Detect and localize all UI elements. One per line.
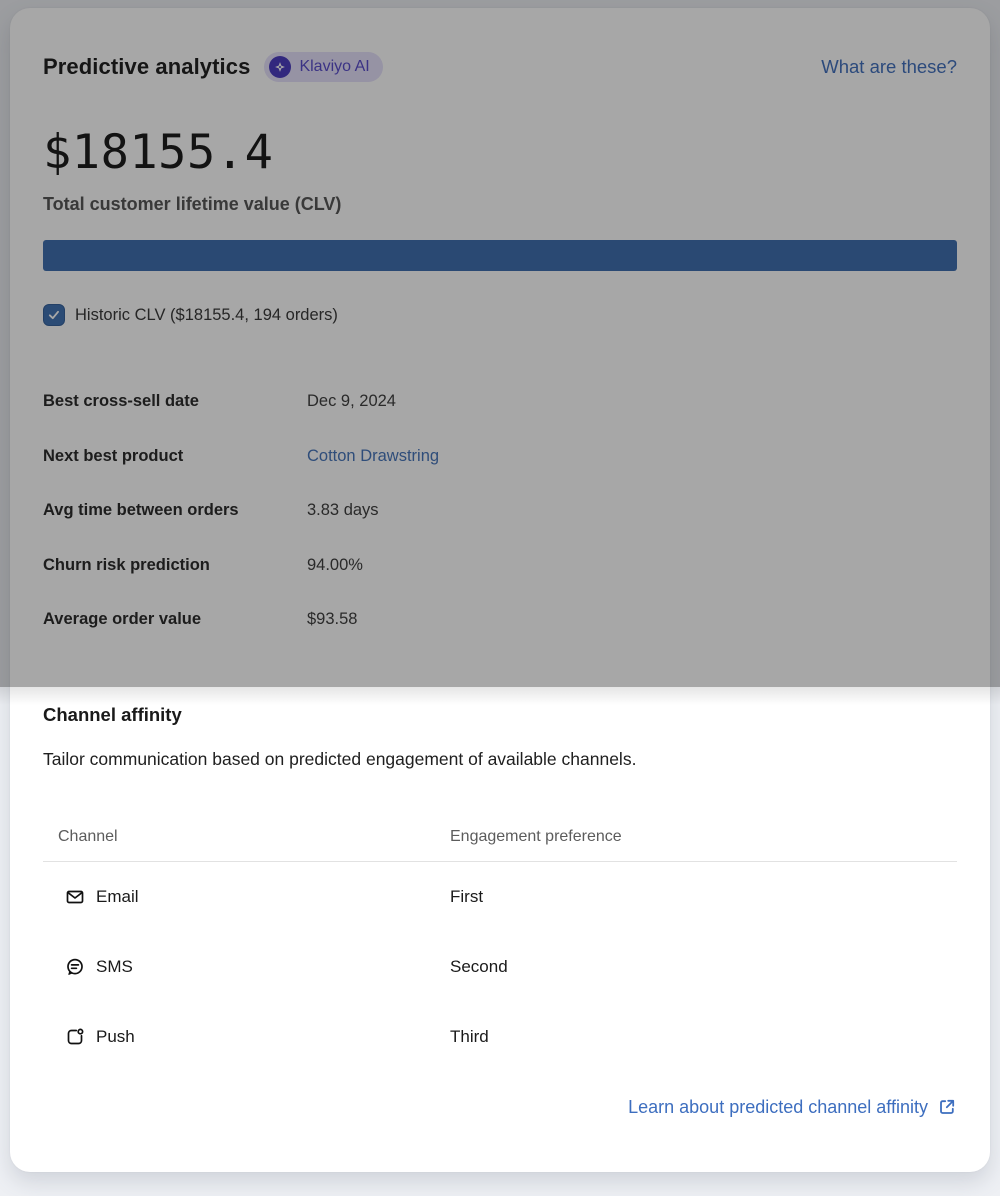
metric-label: Average order value xyxy=(43,610,202,628)
table-row: Push Third xyxy=(43,1002,957,1072)
learn-link-label: Learn about predicted channel affinity xyxy=(628,1096,928,1117)
historic-clv-bar xyxy=(43,240,957,271)
channel-name: SMS xyxy=(96,957,133,976)
engagement-preference: Third xyxy=(450,1027,489,1046)
external-link-icon xyxy=(937,1097,957,1117)
column-header-engagement-preference: Engagement preference xyxy=(450,828,622,845)
metric-value: 3.83 days xyxy=(307,501,379,519)
check-icon xyxy=(48,310,59,320)
metric-row: Average order value $93.58 xyxy=(43,609,957,630)
engagement-preference: Second xyxy=(450,957,508,976)
metric-value: 94.00% xyxy=(307,555,363,574)
historic-clv-checkbox[interactable] xyxy=(43,304,65,326)
clv-total-value: $18155.4 xyxy=(43,125,274,180)
metric-value: Dec 9, 2024 xyxy=(307,392,396,410)
what-are-these-link[interactable]: What are these? xyxy=(821,56,957,77)
historic-clv-checkbox-row: Historic CLV ($18155.4, 194 orders) xyxy=(43,303,957,327)
historic-clv-checkbox-label: Historic CLV ($18155.4, 194 orders) xyxy=(75,305,338,324)
table-row: Email First xyxy=(43,862,957,932)
page-title: Predictive analytics xyxy=(43,54,251,79)
channel-name: Email xyxy=(96,887,139,906)
sparkle-icon xyxy=(269,56,292,78)
email-icon xyxy=(65,887,85,907)
channel-affinity-title: Channel affinity xyxy=(43,704,182,725)
metric-row: Churn risk prediction 94.00% xyxy=(43,555,957,576)
card-header: Predictive analytics Klaviyo AI What are… xyxy=(43,52,957,82)
badge-label: Klaviyo AI xyxy=(299,58,370,75)
metric-label: Avg time between orders xyxy=(43,501,239,519)
push-icon xyxy=(65,1027,85,1047)
table-row: SMS Second xyxy=(43,932,957,1002)
table-header-row: Channel Engagement preference xyxy=(43,828,957,848)
engagement-preference: First xyxy=(450,887,484,906)
metric-label: Churn risk prediction xyxy=(43,555,210,574)
next-best-product-link[interactable]: Cotton Drawstring xyxy=(307,446,440,465)
metric-value: $93.58 xyxy=(307,610,358,628)
metrics-list: Best cross-sell date Dec 9, 2024 Next be… xyxy=(43,391,957,630)
metric-row: Avg time between orders 3.83 days xyxy=(43,500,957,521)
learn-about-channel-affinity-link[interactable]: Learn about predicted channel affinity xyxy=(628,1097,957,1118)
klaviyo-ai-badge: Klaviyo AI xyxy=(264,52,383,82)
predictive-analytics-card: Predictive analytics Klaviyo AI What are… xyxy=(10,8,990,1172)
channel-name: Push xyxy=(96,1027,135,1046)
metric-row: Best cross-sell date Dec 9, 2024 xyxy=(43,391,957,412)
metric-row: Next best product Cotton Drawstring xyxy=(43,446,957,467)
channel-affinity-table: Channel Engagement preference Email Firs… xyxy=(43,828,957,1072)
column-header-channel: Channel xyxy=(58,828,118,845)
learn-link-row: Learn about predicted channel affinity xyxy=(43,1095,957,1119)
channel-affinity-description: Tailor communication based on predicted … xyxy=(43,749,637,769)
metric-label: Next best product xyxy=(43,446,184,465)
sms-icon xyxy=(65,957,85,977)
table-divider xyxy=(43,861,957,862)
metric-label: Best cross-sell date xyxy=(43,392,199,410)
clv-subtitle: Total customer lifetime value (CLV) xyxy=(43,194,342,214)
